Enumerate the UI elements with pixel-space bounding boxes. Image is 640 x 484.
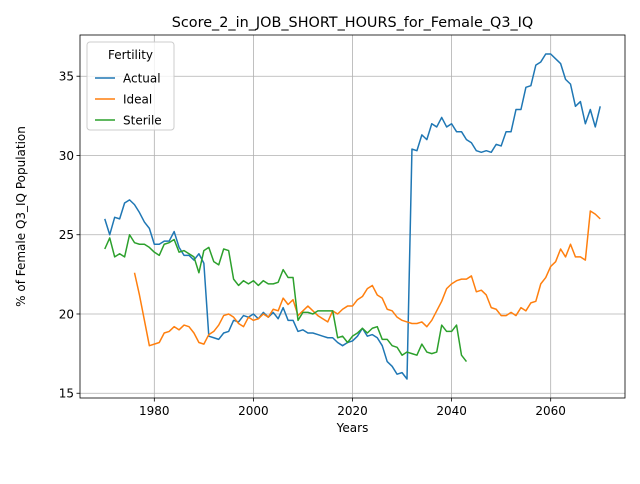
legend-label-sterile: Sterile: [123, 114, 162, 128]
y-tick-label: 30: [59, 149, 74, 163]
x-tick-label: 1980: [139, 404, 170, 418]
x-tick-label: 2020: [337, 404, 368, 418]
y-tick-label: 25: [59, 228, 74, 242]
series-lines: [104, 53, 601, 380]
x-tick-label: 2040: [436, 404, 467, 418]
chart-title: Score_2_in_JOB_SHORT_HOURS_for_Female_Q3…: [172, 15, 534, 31]
series-line-sterile: [104, 233, 468, 363]
y-tick-label: 35: [59, 70, 74, 84]
series-line-ideal: [133, 210, 601, 347]
y-tick-label: 20: [59, 307, 74, 321]
axis-ticks: 1980 2000 2020 2040 2060 15 20 25 30 35: [59, 70, 566, 418]
legend-box: [86, 41, 175, 131]
x-tick-label: 2060: [535, 404, 566, 418]
series-line-actual: [104, 53, 601, 380]
y-tick-label: 15: [59, 387, 74, 401]
legend: Fertility Actual Ideal Sterile: [86, 41, 175, 131]
x-axis-label: Years: [336, 421, 369, 435]
grid: [80, 35, 625, 398]
legend-title: Fertility: [108, 48, 153, 62]
y-axis-label: % of Female Q3_IQ Population: [14, 126, 28, 307]
legend-label-ideal: Ideal: [123, 93, 152, 107]
x-tick-label: 2000: [238, 404, 269, 418]
legend-label-actual: Actual: [123, 72, 161, 86]
legend-entries: Actual Ideal Sterile: [95, 72, 162, 128]
